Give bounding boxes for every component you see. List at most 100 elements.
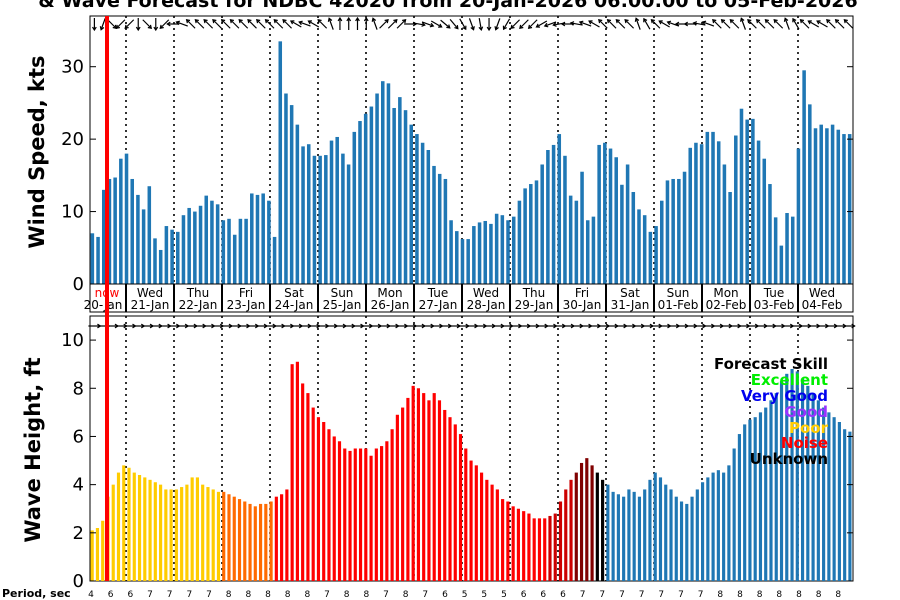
wind-arrow-head [402, 18, 407, 24]
period-value: 8 [344, 590, 350, 600]
wave-bar [827, 412, 831, 581]
wind-arrow-head [384, 18, 389, 24]
period-value: 8 [285, 590, 291, 600]
wave-bar [322, 422, 326, 581]
wind-arrow [835, 19, 845, 29]
wave-bar [769, 400, 773, 581]
wind-arrow-head [552, 22, 557, 27]
period-value: 4 [88, 590, 94, 600]
wind-arrow-head [255, 18, 261, 24]
wind-arrow [756, 19, 766, 29]
day-date: 29-Jan [515, 298, 554, 312]
wave-bar [674, 496, 678, 581]
wind-arrow-head [494, 26, 499, 31]
wind-arrow [635, 18, 641, 30]
wind-bar [232, 234, 237, 284]
wind-arrow-head [153, 26, 159, 32]
wind-arrow [256, 19, 266, 29]
wind-bar [381, 81, 385, 284]
wave-bar [390, 429, 394, 581]
day-name: Sun [667, 286, 690, 300]
wind-arrow-head [273, 18, 278, 24]
wave-bar [406, 397, 410, 581]
wind-arrow-head [510, 24, 515, 30]
wind-arrow [421, 21, 434, 27]
wind-arrow [317, 19, 328, 29]
wind-bar [819, 124, 823, 285]
wind-arrow-head [543, 22, 549, 28]
wind-bar [403, 110, 408, 284]
wind-arrow-head [363, 16, 369, 22]
period-value: 8 [776, 590, 782, 600]
wave-height-panel: 0 2 4 6 8 10 Wave Height, ft Forecast Skill E… [21, 315, 856, 592]
wind-arrow-head [135, 26, 141, 32]
wind-bar [608, 148, 613, 284]
wind-arrow-head [729, 18, 734, 24]
wave-bar [385, 441, 389, 581]
wind-bar [289, 105, 294, 284]
wind-arrow [203, 19, 214, 29]
wind-y-tick-label: 10 [61, 202, 84, 223]
wind-arrow [159, 19, 170, 29]
wave-bar [779, 381, 784, 581]
wind-bar [306, 144, 311, 284]
wind-bar [517, 200, 522, 284]
wave-bar [316, 417, 321, 581]
wind-arrow-head [446, 24, 451, 29]
wind-arrow-head [124, 24, 129, 30]
wind-arrow-head [393, 18, 398, 24]
wind-arrow [598, 19, 608, 29]
day-date: 22-Jan [179, 298, 218, 312]
wind-arrow-head [807, 20, 812, 25]
wave-bar [432, 393, 436, 581]
period-value: 5 [481, 590, 487, 600]
wave-bar [222, 491, 226, 581]
wave-bar [632, 491, 636, 581]
day-name: Fri [239, 286, 253, 300]
wind-arrow [328, 18, 334, 30]
wave-bar [727, 465, 731, 581]
wave-bar [453, 424, 457, 581]
wind-arrow-head [307, 20, 312, 25]
wind-arrow-head [683, 21, 689, 27]
period-value: 6 [521, 590, 527, 600]
wave-bar [806, 385, 810, 581]
wind-arrow [387, 19, 398, 29]
wave-bar [295, 361, 299, 581]
wind-arrow-head [327, 17, 333, 22]
wind-bar [614, 157, 618, 284]
wind-arrow-head [747, 18, 752, 24]
skill-very-good: Very Good [741, 387, 828, 405]
wind-arrow-head [454, 25, 459, 30]
period-value: 8 [363, 590, 369, 600]
wave-bar [122, 465, 126, 581]
wave-bar [553, 513, 557, 581]
wind-arrow [430, 20, 442, 28]
period-value: 8 [757, 590, 763, 600]
day-name: Sat [620, 286, 640, 300]
wave-bar [479, 472, 484, 581]
wind-arrow [615, 19, 626, 29]
wind-bar [284, 93, 288, 284]
day-date: 27-Jan [419, 298, 458, 312]
day-date: 01-Feb [658, 298, 699, 312]
period-value: 7 [422, 590, 428, 600]
wind-arrow-head [783, 17, 789, 22]
wind-arrow [238, 19, 249, 29]
wind-bar [90, 233, 95, 284]
wind-y-tick-label: 30 [61, 57, 84, 78]
wind-bar [808, 104, 812, 285]
wave-bar [716, 470, 720, 581]
wind-arrow [643, 18, 651, 30]
wind-arrow-head [773, 18, 778, 24]
wind-bar [796, 148, 801, 284]
wave-bar [485, 479, 489, 581]
wind-bar [358, 121, 362, 284]
wind-bar [437, 173, 442, 284]
wind-arrow [702, 21, 715, 27]
wind-bar [426, 150, 431, 284]
wind-arrow-head [264, 18, 270, 24]
wave-bar [795, 371, 799, 581]
wind-bar [637, 209, 641, 284]
wind-bar [557, 134, 562, 284]
